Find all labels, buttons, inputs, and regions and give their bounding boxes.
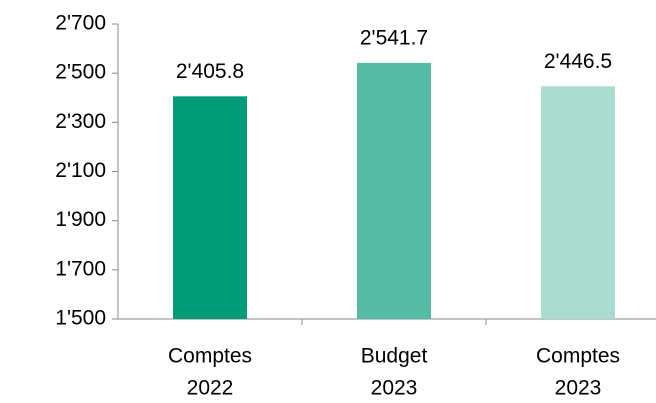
x-tick-label: 2023 [555,377,602,400]
value-label: 2'541.7 [360,26,428,49]
value-label: 2'446.5 [544,50,612,73]
x-tick-label: 2023 [371,377,418,400]
x-tick-label: Comptes [536,345,620,368]
value-label: 2'405.8 [176,60,244,83]
x-tick-label: 2022 [187,377,234,400]
y-tick-label: 1'700 [55,257,106,280]
x-tick-label: Budget [361,345,428,368]
y-tick-label: 2'300 [55,110,106,133]
y-tick-label: 2'500 [55,61,106,84]
x-tick-label: Comptes [168,345,252,368]
bar [541,86,615,319]
y-tick-label: 2'100 [55,159,106,182]
bar [173,96,247,320]
bar [357,62,431,320]
y-tick-label: 2'700 [55,12,106,35]
y-tick-label: 1'500 [55,307,106,330]
y-tick-label: 1'900 [55,208,106,231]
